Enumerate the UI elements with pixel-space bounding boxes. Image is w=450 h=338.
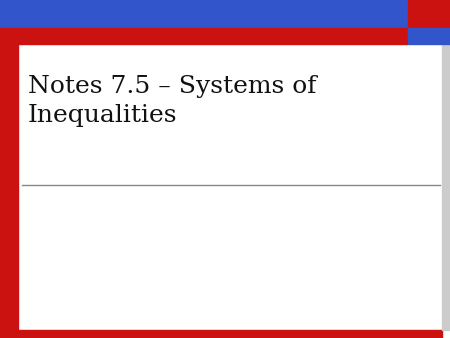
Bar	[0, 44, 18, 330]
Bar	[0, 0, 408, 28]
Bar	[442, 44, 450, 330]
Bar	[408, 28, 450, 44]
Bar	[0, 330, 442, 338]
Bar	[408, 0, 450, 28]
Bar	[0, 28, 408, 44]
Text: Notes 7.5 – Systems of
Inequalities: Notes 7.5 – Systems of Inequalities	[28, 75, 316, 127]
Bar	[18, 44, 442, 330]
